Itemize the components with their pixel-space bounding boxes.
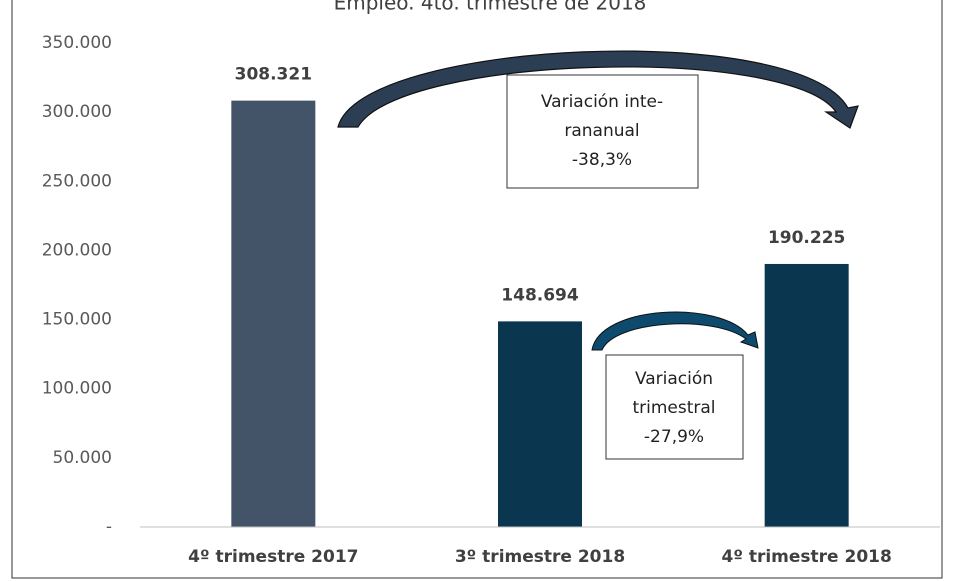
- chart-border: [11, 0, 943, 579]
- value-label: 190.225: [768, 228, 845, 248]
- y-tick-label: 250.000: [42, 171, 112, 191]
- bar: [764, 263, 849, 527]
- x-tick-label: 4º trimestre 2017: [188, 547, 358, 567]
- y-tick-label: 50.000: [53, 448, 112, 468]
- y-tick-label: -: [106, 517, 112, 537]
- annotation-text: -27,9%: [644, 427, 704, 447]
- y-tick-label: 150.000: [42, 310, 112, 330]
- x-tick-label: 3º trimestre 2018: [455, 547, 625, 567]
- y-tick-label: 300.000: [42, 102, 112, 122]
- annotation-box: [506, 74, 699, 189]
- bar: [498, 321, 582, 527]
- y-tick-label: 200.000: [42, 240, 112, 260]
- y-tick-label: 350.000: [42, 33, 112, 53]
- annotation-text: Variación inte-: [541, 92, 663, 112]
- annotation-box: [605, 354, 744, 460]
- annotation-text: -38,3%: [572, 150, 632, 170]
- y-tick-label: 100.000: [42, 379, 112, 399]
- value-label: 308.321: [235, 65, 312, 85]
- quarter-arrow: [591, 311, 759, 351]
- value-label: 148.694: [501, 285, 579, 305]
- annotation-text: trimestral: [632, 398, 715, 418]
- annotation-text: rananual: [564, 121, 639, 141]
- chart-title: Empleo. 4to. trimestre de 2018: [334, 0, 647, 15]
- x-tick-label: 4º trimestre 2018: [722, 547, 892, 567]
- annotation-text: Variación: [635, 369, 713, 389]
- bar: [231, 100, 316, 527]
- annual-arrow: [337, 50, 859, 129]
